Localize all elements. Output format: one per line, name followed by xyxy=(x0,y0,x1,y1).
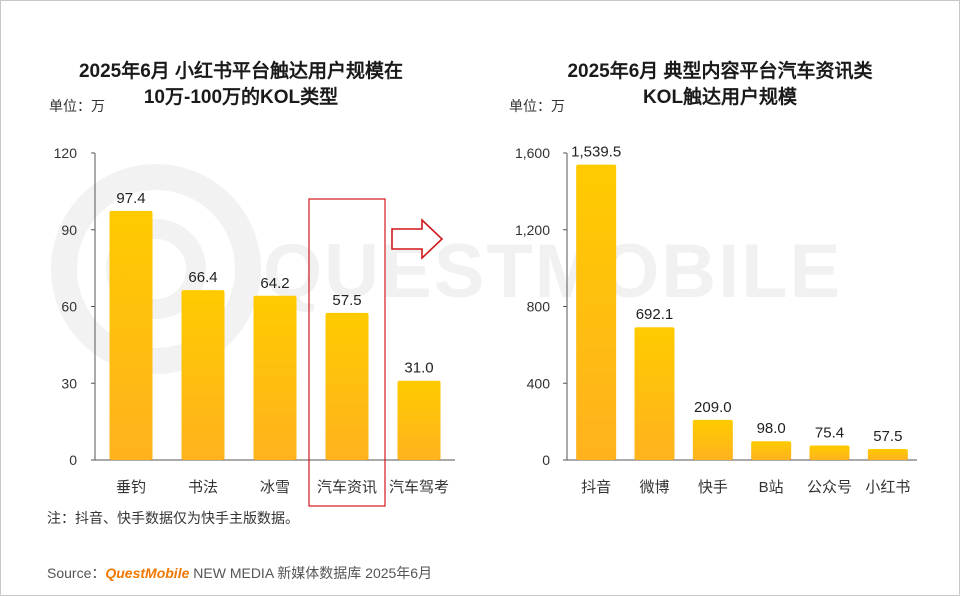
y-tick-label: 90 xyxy=(61,222,77,238)
left-chart-title-line-2: 10万-100万的KOL类型 xyxy=(144,85,338,108)
y-tick-label: 1,200 xyxy=(515,222,550,238)
right-chart-title-line-1: 2025年6月 典型内容平台汽车资讯类 xyxy=(567,59,872,82)
source-label: Source： xyxy=(47,565,105,581)
source-brand: QuestMobile xyxy=(105,565,189,581)
data-label: 1,539.5 xyxy=(571,144,621,161)
y-tick-label: 0 xyxy=(542,452,550,468)
y-tick-label: 0 xyxy=(69,452,77,468)
y-tick-label: 30 xyxy=(61,375,77,391)
y-tick-label: 120 xyxy=(54,145,78,161)
x-category-label: 快手 xyxy=(698,479,728,496)
footnote: 注：抖音、快手数据仅为快手主版数据。 xyxy=(47,510,299,526)
source-line: Source：QuestMobile NEW MEDIA 新媒体数据库 2025… xyxy=(47,565,432,581)
y-tick-label: 1,600 xyxy=(515,145,550,161)
bar-公众号 xyxy=(809,445,850,460)
x-category-label: 抖音 xyxy=(581,479,611,496)
bar-B站 xyxy=(751,441,792,460)
bar-抖音 xyxy=(576,164,617,460)
x-category-label: 公众号 xyxy=(807,479,852,496)
data-label: 64.2 xyxy=(260,275,289,292)
data-label: 209.0 xyxy=(694,399,732,416)
right-bar-chart: 0 400 800 1,200 1,600 1,539.5 抖音 692.1 微博 209.0 快手… xyxy=(515,144,917,496)
data-label: 31.0 xyxy=(404,360,433,377)
bar-小红书 xyxy=(867,448,908,460)
right-chart-title-line-2: KOL触达用户规模 xyxy=(643,85,798,108)
data-label: 97.4 xyxy=(116,190,145,207)
left-chart-unit: 单位：万 xyxy=(49,98,105,114)
y-tick-label: 800 xyxy=(527,299,551,315)
x-category-label: 微博 xyxy=(639,479,669,496)
left-bar-chart: 0 30 60 90 120 97.4 垂钓 66.4 书法 64.2 冰雪 57.5 汽车资讯 31.0… xyxy=(54,145,455,507)
data-label: 75.4 xyxy=(815,425,844,442)
x-category-label: 垂钓 xyxy=(116,479,146,496)
bar-垂钓 xyxy=(109,210,153,460)
source-rest: NEW MEDIA 新媒体数据库 2025年6月 xyxy=(189,565,432,581)
data-label: 57.5 xyxy=(873,428,902,445)
bar-微博 xyxy=(634,327,675,460)
x-category-label: 汽车资讯 xyxy=(317,479,377,496)
x-category-label: 冰雪 xyxy=(260,479,290,496)
data-label: 98.0 xyxy=(757,420,786,437)
y-tick-label: 400 xyxy=(527,375,551,391)
highlight-box xyxy=(308,198,386,507)
watermark: QUESTMOBILE xyxy=(51,164,842,374)
bar-书法 xyxy=(181,290,225,460)
watermark-text: QUESTMOBILE xyxy=(263,229,842,314)
data-label: 57.5 xyxy=(332,292,361,309)
data-label: 66.4 xyxy=(188,269,217,286)
bar-快手 xyxy=(692,419,733,460)
bar-汽车驾考 xyxy=(397,380,441,460)
x-category-label: B站 xyxy=(759,479,784,496)
bar-冰雪 xyxy=(253,295,297,460)
x-category-label: 小红书 xyxy=(865,479,910,496)
arrow-right-icon xyxy=(391,218,444,260)
right-chart-unit: 单位：万 xyxy=(509,98,565,114)
x-category-label: 汽车驾考 xyxy=(389,479,449,496)
data-label: 692.1 xyxy=(636,306,674,323)
bar-汽车资讯 xyxy=(325,312,369,460)
left-chart-title-line-1: 2025年6月 小红书平台触达用户规模在 xyxy=(79,59,403,82)
x-category-label: 书法 xyxy=(188,479,218,496)
y-tick-label: 60 xyxy=(61,299,77,315)
